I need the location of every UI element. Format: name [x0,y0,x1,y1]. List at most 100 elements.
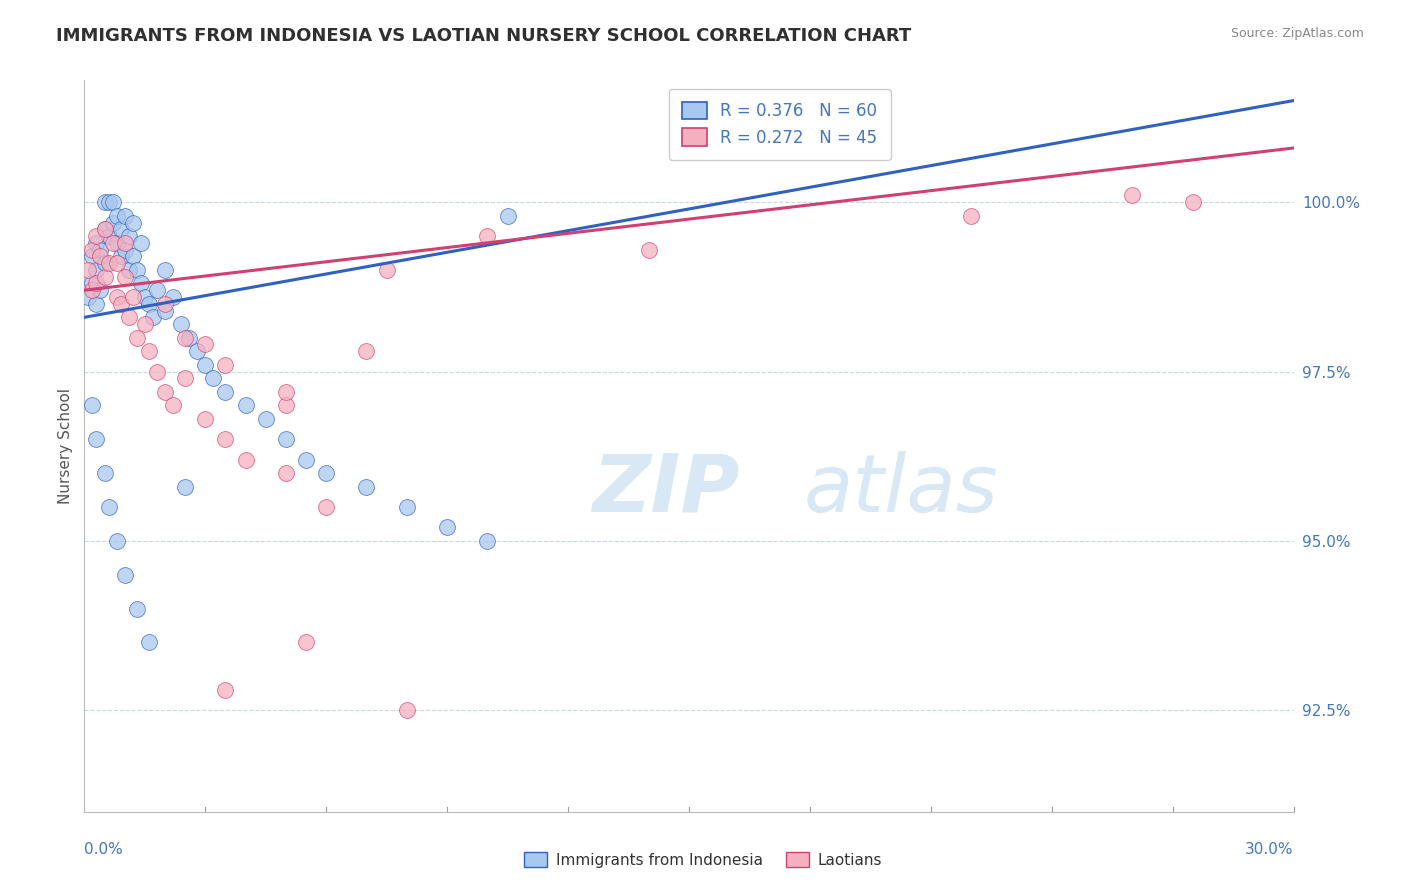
Point [214,432,236,446]
Point [89,283,111,297]
Point [125,331,148,345]
Point [82,398,104,412]
Point [202,371,225,385]
Point [86,277,108,291]
Point [295,635,318,649]
Point [477,229,499,244]
Point [110,249,132,263]
Point [93,269,115,284]
Point [82,283,104,297]
Point [134,290,156,304]
Point [637,243,659,257]
Point [960,209,983,223]
Point [93,222,115,236]
Point [118,229,141,244]
Point [86,432,108,446]
Point [105,235,128,250]
Point [142,310,165,325]
Point [89,249,111,263]
Point [97,195,120,210]
Point [477,533,499,548]
Point [86,263,108,277]
Point [138,297,160,311]
Point [97,256,120,270]
Point [105,533,128,548]
Point [395,703,418,717]
Point [82,277,104,291]
Point [146,283,169,297]
Point [356,344,378,359]
Point [82,243,104,257]
Text: ZIP: ZIP [592,450,740,529]
Point [97,500,120,514]
Point [174,371,197,385]
Text: IMMIGRANTS FROM INDONESIA VS LAOTIAN NURSERY SCHOOL CORRELATION CHART: IMMIGRANTS FROM INDONESIA VS LAOTIAN NUR… [56,27,911,45]
Text: atlas: atlas [804,450,998,529]
Legend: R = 0.376   N = 60, R = 0.272   N = 45: R = 0.376 N = 60, R = 0.272 N = 45 [669,88,890,160]
Point [105,209,128,223]
Point [77,290,100,304]
Point [179,331,201,345]
Point [295,452,318,467]
Point [118,310,141,325]
Point [125,263,148,277]
Point [194,412,217,426]
Point [146,364,169,378]
Point [274,466,297,480]
Point [82,249,104,263]
Point [1181,195,1204,210]
Point [110,297,132,311]
Point [101,215,124,229]
Text: 30.0%: 30.0% [1246,842,1294,857]
Point [138,344,160,359]
Point [153,303,176,318]
Point [138,635,160,649]
Point [214,358,236,372]
Point [153,297,176,311]
Point [214,682,236,697]
Point [375,263,398,277]
Point [162,290,184,304]
Point [77,263,100,277]
Point [274,398,297,412]
Point [194,337,217,351]
Text: 0.0%: 0.0% [84,842,124,857]
Point [118,263,141,277]
Point [174,480,197,494]
Point [93,256,115,270]
Point [194,358,217,372]
Point [214,384,236,399]
Point [86,297,108,311]
Point [89,243,111,257]
Point [186,344,208,359]
Point [274,432,297,446]
Point [395,500,418,514]
Point [93,222,115,236]
Point [93,195,115,210]
Point [235,452,257,467]
Point [101,235,124,250]
Point [1121,188,1143,202]
Point [121,290,143,304]
Point [114,235,136,250]
Point [110,222,132,236]
Point [436,520,458,534]
Point [93,466,115,480]
Point [315,466,337,480]
Point [105,256,128,270]
Point [86,229,108,244]
Text: Source: ZipAtlas.com: Source: ZipAtlas.com [1230,27,1364,40]
Point [114,567,136,582]
Point [129,235,152,250]
Point [235,398,257,412]
Point [170,317,193,331]
Point [114,269,136,284]
Point [114,243,136,257]
Point [101,195,124,210]
Y-axis label: Nursery School: Nursery School [58,388,73,504]
Point [86,235,108,250]
Point [356,480,378,494]
Point [105,290,128,304]
Point [153,263,176,277]
Point [97,229,120,244]
